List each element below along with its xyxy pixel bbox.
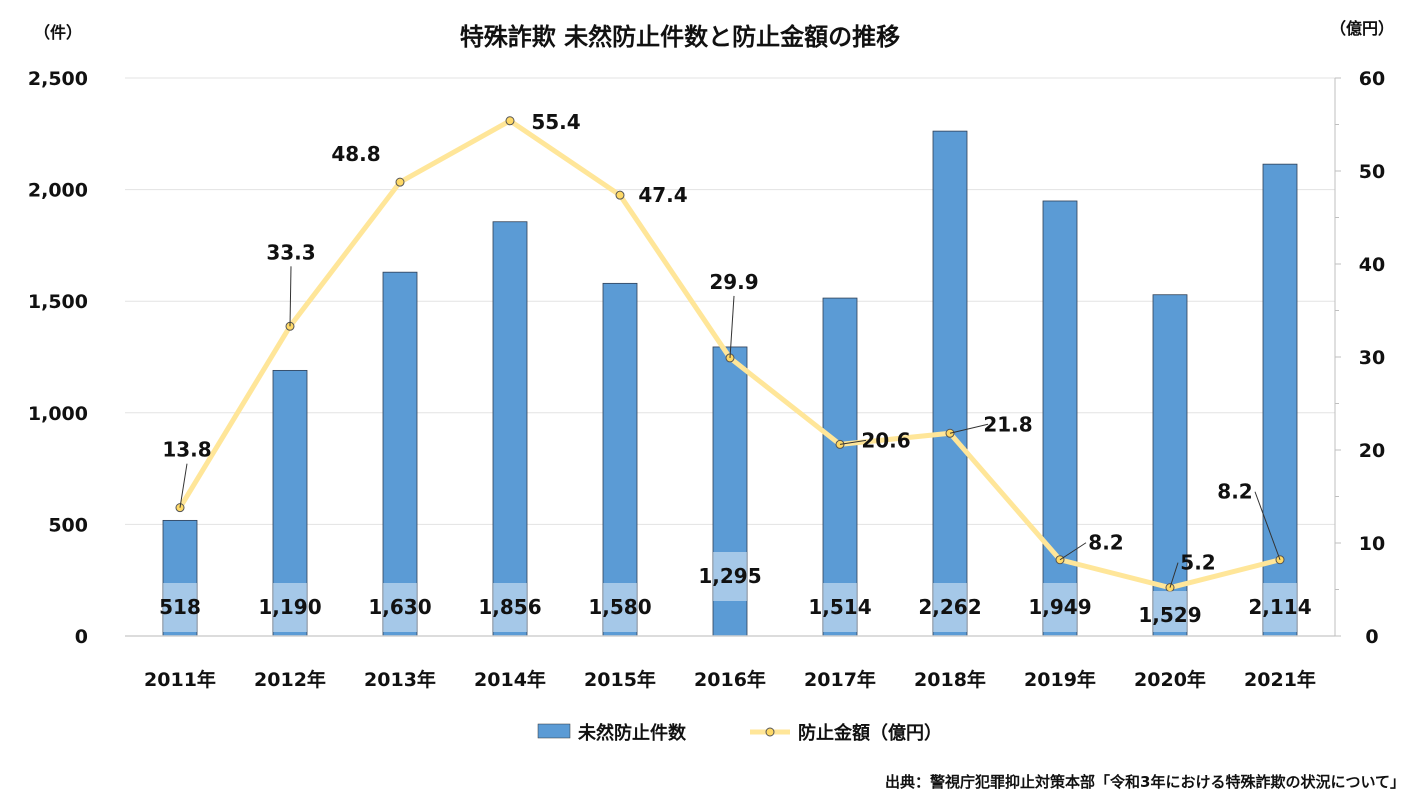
line-data-label: 8.2 <box>1088 531 1123 555</box>
bar-label-box <box>1153 591 1187 632</box>
x-tick-label: 2021年 <box>1244 668 1316 691</box>
bar-label-box <box>383 583 417 632</box>
bar-data-label: 1,529 <box>1138 603 1201 627</box>
right-tick-label: 0 <box>1365 626 1378 648</box>
line-data-label: 29.9 <box>709 270 758 294</box>
x-tick-label: 2020年 <box>1134 668 1206 691</box>
x-tick-label: 2012年 <box>254 668 326 691</box>
bar-data-label: 1,580 <box>588 595 651 619</box>
bar-label-box <box>713 552 747 601</box>
line-data-label: 47.4 <box>638 183 687 207</box>
line-marker <box>505 116 515 126</box>
right-axis-unit: （億円） <box>1330 19 1394 38</box>
bar <box>1152 294 1188 637</box>
line-data-label: 55.4 <box>531 110 580 134</box>
bar <box>712 346 748 637</box>
left-tick-label: 1,000 <box>28 403 88 425</box>
legend-swatch-marker <box>765 727 775 737</box>
bar-data-label: 1,856 <box>478 595 541 619</box>
bar-label-box <box>1263 583 1297 632</box>
legend-label-bars: 未然防止件数 <box>578 722 687 744</box>
line-data-label: 21.8 <box>983 412 1032 436</box>
legend: 未然防止件数 防止金額（億円） <box>537 722 942 744</box>
line-data-label: 20.6 <box>861 428 910 452</box>
legend-label-line: 防止金額（億円） <box>798 722 942 744</box>
bar <box>492 221 528 637</box>
right-tick-label: 50 <box>1359 161 1385 183</box>
bar-label-box <box>163 583 197 632</box>
left-tick-label: 1,500 <box>28 291 88 313</box>
chart-title: 特殊詐欺 未然防止件数と防止金額の推移 <box>460 23 900 51</box>
left-tick-label: 2,500 <box>28 68 88 90</box>
bar-label-box <box>603 583 637 632</box>
right-tick-label: 30 <box>1359 347 1385 369</box>
leader-line <box>1059 542 1087 561</box>
left-axis-unit: （件） <box>34 23 82 42</box>
line-data-label: 33.3 <box>266 240 315 264</box>
bar <box>162 519 198 637</box>
bar-data-label: 1,630 <box>368 595 431 619</box>
line-data-label: 13.8 <box>162 438 211 462</box>
bar <box>382 271 418 637</box>
right-tick-label: 20 <box>1359 440 1385 462</box>
leader-line <box>729 295 735 358</box>
leader-line <box>839 439 867 445</box>
line-data-label: 8.2 <box>1217 480 1252 504</box>
bar-data-label: 2,262 <box>918 595 981 619</box>
legend-swatch-bars <box>537 723 571 739</box>
left-tick-label: 2,000 <box>28 180 88 202</box>
line-data-label: 48.8 <box>331 142 380 166</box>
leader-line <box>1169 562 1179 588</box>
x-tick-label: 2013年 <box>364 668 436 691</box>
x-tick-label: 2011年 <box>144 668 216 691</box>
bar-label-box <box>933 583 967 632</box>
bar <box>602 282 638 637</box>
x-tick-label: 2016年 <box>694 668 766 691</box>
leader-line <box>1254 491 1281 560</box>
bar-data-label: 2,114 <box>1248 595 1311 619</box>
bar-data-label: 518 <box>159 595 201 619</box>
left-tick-label: 500 <box>48 514 88 536</box>
left-tick-label: 0 <box>75 626 88 648</box>
bar-data-label: 1,514 <box>808 595 871 619</box>
bar <box>932 130 968 637</box>
leader-line <box>289 266 292 327</box>
bar <box>1042 200 1078 637</box>
line-marker <box>395 177 405 187</box>
right-tick-label: 40 <box>1359 254 1385 276</box>
right-tick-label: 10 <box>1359 533 1385 555</box>
bar <box>822 297 858 637</box>
bar-label-box <box>1043 583 1077 632</box>
bar-data-label: 1,949 <box>1028 595 1091 619</box>
source-note: 出典：警視庁犯罪抑止対策本部「令和3年における特殊詐欺の状況について」 <box>885 773 1405 791</box>
bar-label-box <box>823 583 857 632</box>
bar-label-box <box>273 583 307 632</box>
line-marker <box>615 190 625 200</box>
leader-line <box>179 463 188 508</box>
x-tick-label: 2015年 <box>584 668 656 691</box>
line-data-label: 5.2 <box>1180 551 1215 575</box>
right-tick-label: 60 <box>1359 68 1385 90</box>
leader-line <box>949 423 989 434</box>
x-tick-label: 2018年 <box>914 668 986 691</box>
x-tick-label: 2017年 <box>804 668 876 691</box>
bar-data-label: 1,190 <box>258 595 321 619</box>
bar-label-box <box>493 583 527 632</box>
x-tick-label: 2019年 <box>1024 668 1096 691</box>
x-tick-label: 2014年 <box>474 668 546 691</box>
bar-data-label: 1,295 <box>698 564 761 588</box>
